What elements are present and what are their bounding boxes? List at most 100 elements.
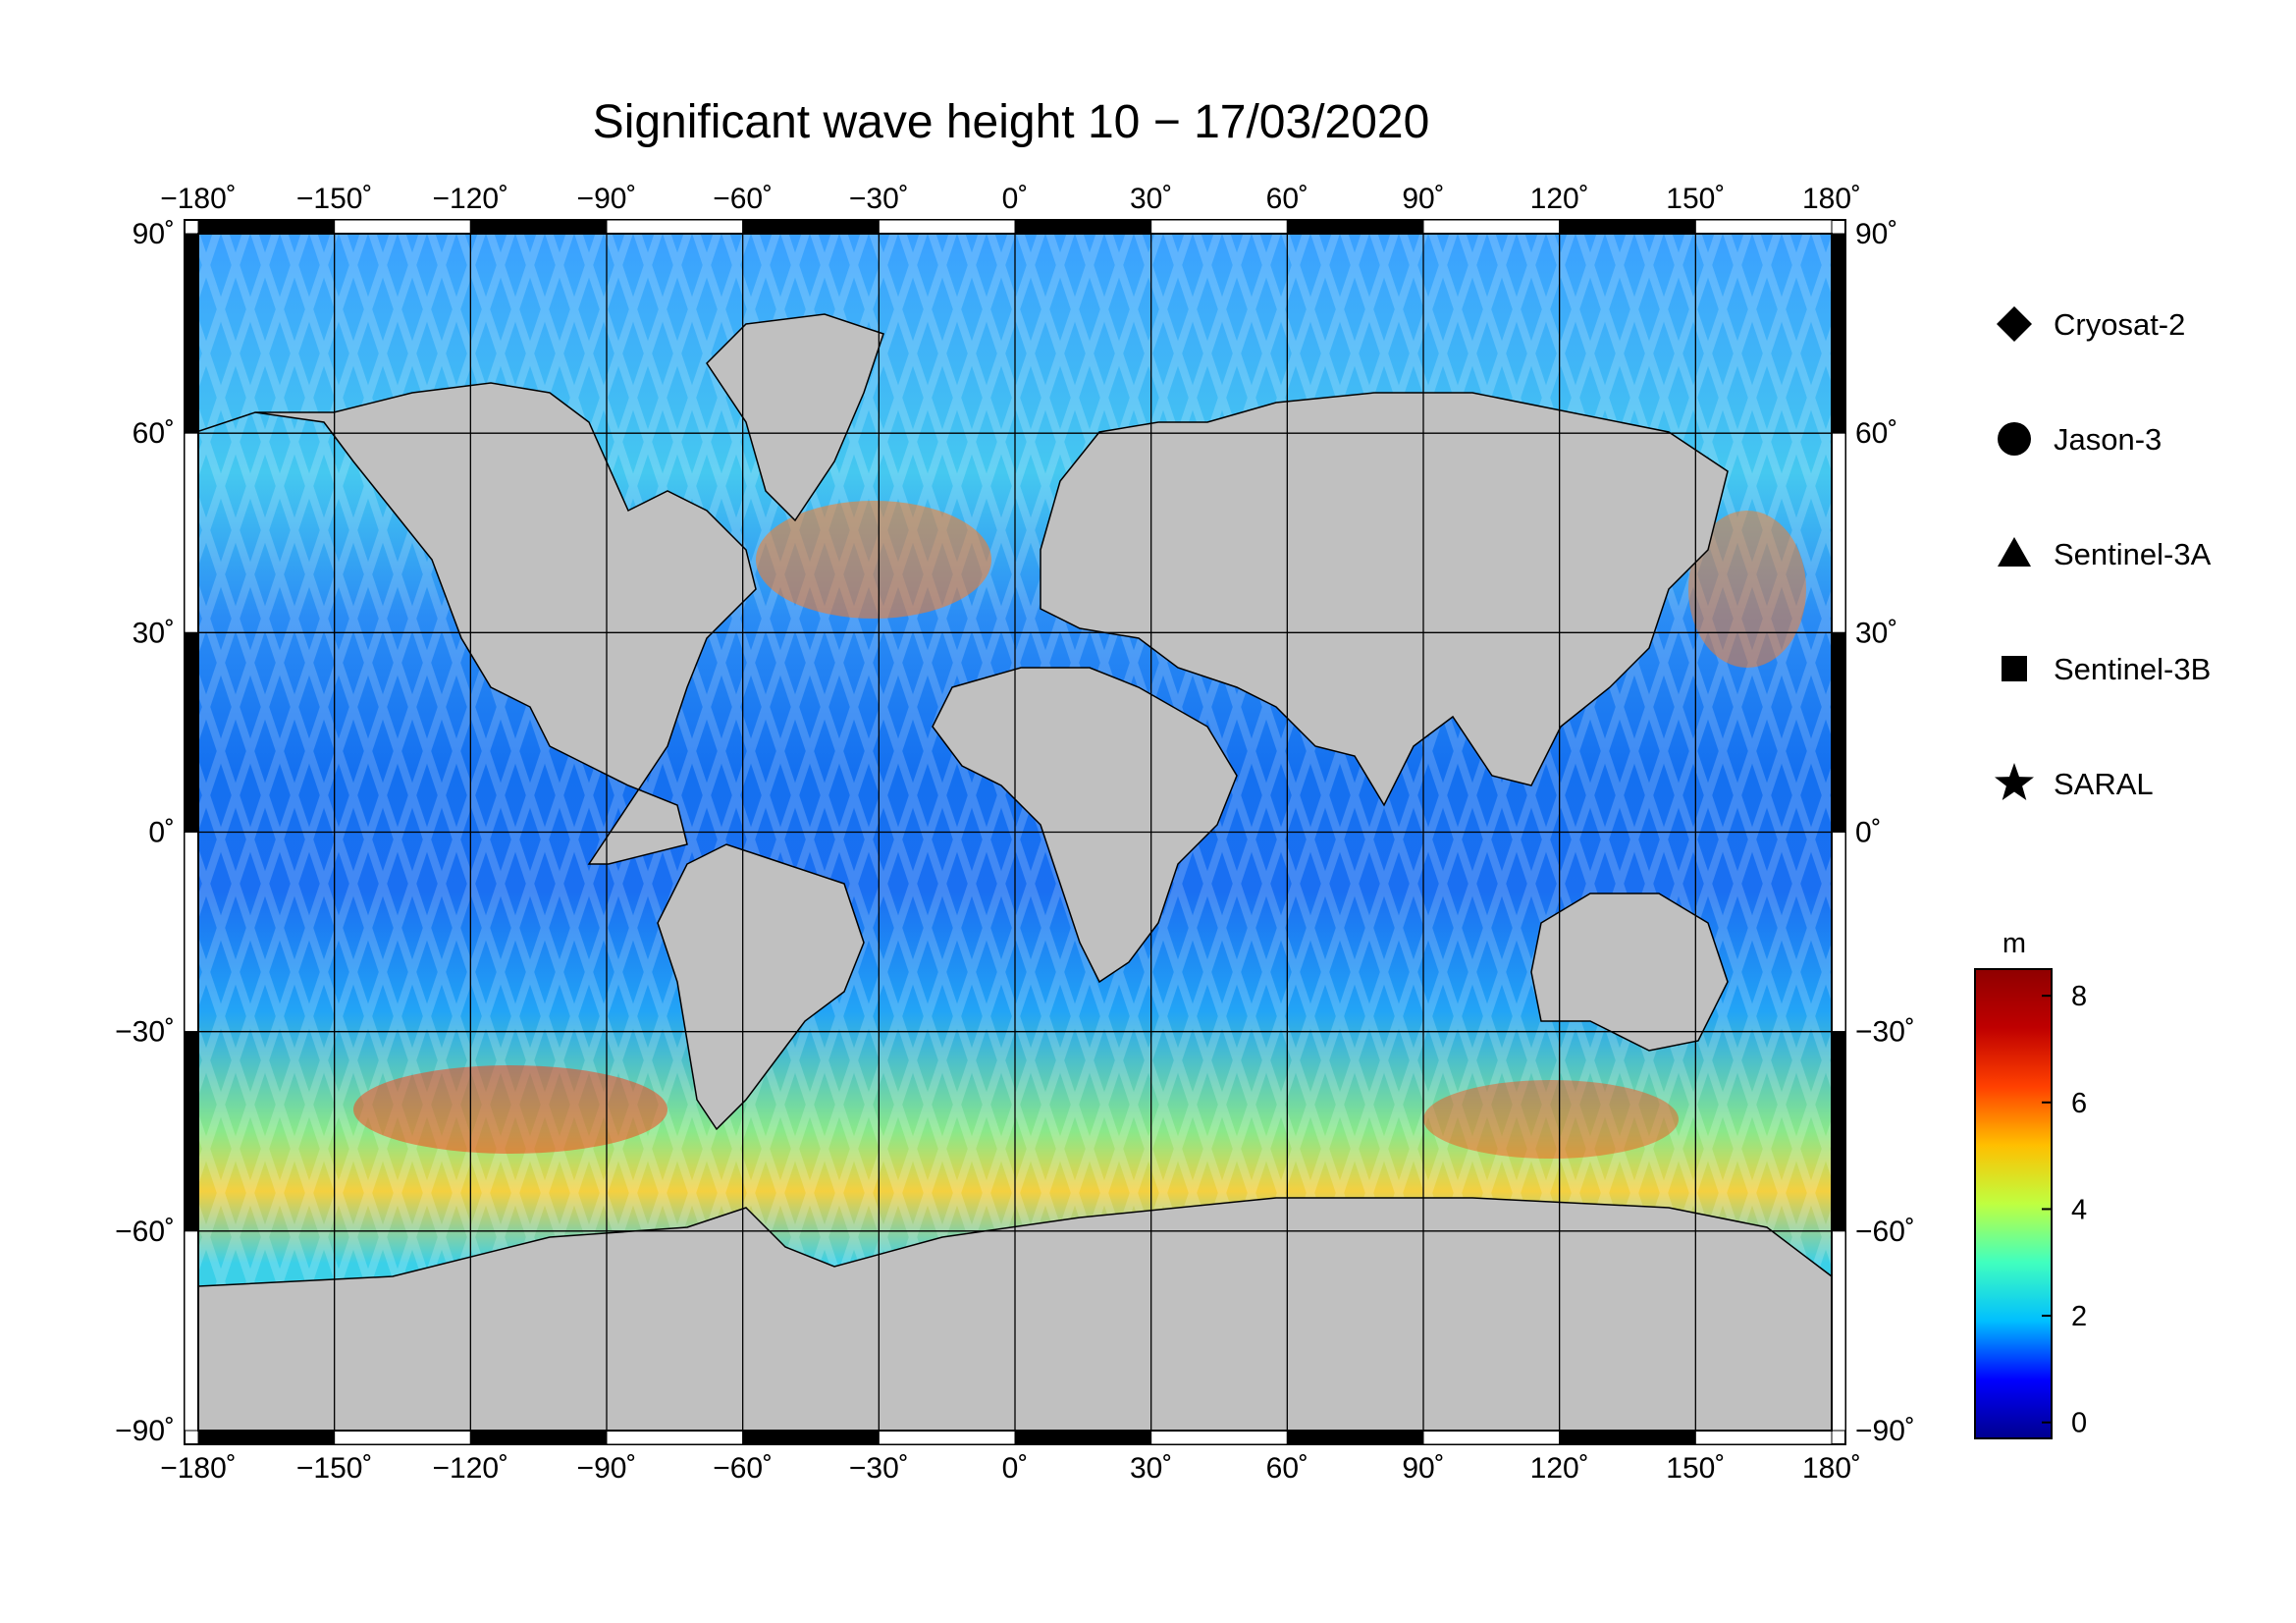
frame-segment-left — [184, 432, 199, 633]
latitude-tick-label: 30˚ — [1855, 617, 1897, 649]
frame-segment-bottom — [469, 1430, 608, 1445]
latitude-labels-left: 90˚ 60˚ 30˚ 0˚ −30˚ −60˚ −90˚ — [115, 218, 175, 1447]
frame-segment-left — [184, 832, 199, 1033]
longitude-tick-label: −180˚ — [160, 1452, 237, 1485]
frame-segment-top — [742, 219, 880, 235]
frame-segment-left — [184, 631, 199, 833]
circle-symbol-icon — [1998, 422, 2031, 456]
longitude-tick-label: 120˚ — [1530, 183, 1589, 215]
frame-segment-right — [1831, 432, 1846, 633]
colorbar-unit: m — [2002, 928, 2026, 959]
longitude-tick-label: −120˚ — [433, 183, 509, 215]
latitude-tick-label: 90˚ — [133, 218, 175, 250]
longitude-tick-label: 0˚ — [1002, 183, 1029, 215]
longitude-tick-label: −90˚ — [577, 1452, 637, 1485]
frame-segment-left — [184, 1230, 199, 1432]
latitude-tick-label: −30˚ — [1855, 1016, 1915, 1049]
latitude-tick-label: 90˚ — [1855, 218, 1897, 250]
diamond-symbol-icon — [1997, 306, 2032, 342]
australia-land — [1530, 893, 1729, 1052]
latitude-tick-label: 60˚ — [1855, 417, 1897, 450]
longitude-tick-label: 30˚ — [1130, 1452, 1172, 1485]
longitude-tick-label: −150˚ — [296, 183, 373, 215]
frame-segment-bottom — [878, 1430, 1016, 1445]
longitude-tick-label: −150˚ — [296, 1452, 373, 1485]
longitude-tick-label: 60˚ — [1266, 1452, 1308, 1485]
frame-segment-bottom — [1014, 1430, 1152, 1445]
colorbar-tick-label: 0 — [2071, 1408, 2087, 1439]
frame-segment-bottom — [1559, 1430, 1696, 1445]
frame-segment-bottom — [1286, 1430, 1424, 1445]
frame-segment-top — [1559, 219, 1696, 235]
latitude-tick-label: 0˚ — [148, 817, 175, 849]
chart-title: Significant wave height 10 − 17/03/2020 — [593, 96, 1430, 148]
longitude-tick-label: 120˚ — [1530, 1452, 1589, 1485]
longitude-tick-label: 60˚ — [1266, 183, 1308, 215]
africa-land — [932, 667, 1238, 984]
frame-segment-top — [606, 219, 744, 235]
longitude-tick-label: 0˚ — [1002, 1452, 1029, 1485]
square-symbol-icon — [2002, 656, 2027, 681]
longitude-tick-label: 30˚ — [1130, 183, 1172, 215]
frame-segment-top — [1694, 219, 1833, 235]
map-border — [197, 233, 1833, 1432]
longitude-tick-label: 180˚ — [1802, 1452, 1861, 1485]
latitude-tick-label: 0˚ — [1855, 817, 1882, 849]
frame-segment-left — [184, 1031, 199, 1232]
legend-label: Sentinel-3B — [2054, 652, 2211, 686]
frame-segment-bottom — [606, 1430, 744, 1445]
frame-segment-right — [1831, 832, 1846, 1033]
longitude-tick-label: −60˚ — [713, 1452, 773, 1485]
longitude-tick-label: −30˚ — [849, 183, 909, 215]
satellite-legend: Cryosat-2 Jason-3 Sentinel-3A Sentinel-3B SA… — [1995, 306, 2212, 801]
latitude-tick-label: 60˚ — [133, 417, 175, 450]
latitude-tick-label: 30˚ — [133, 617, 175, 649]
eurasia-land — [1040, 392, 1729, 807]
frame-segment-bottom — [197, 1430, 336, 1445]
frame-segment-right — [1831, 1031, 1846, 1232]
frame-segment-top — [1014, 219, 1152, 235]
frame-segment-bottom — [1422, 1430, 1561, 1445]
frame-segment-top — [878, 219, 1016, 235]
greenland-land — [706, 313, 884, 522]
frame-segment-right — [1831, 1230, 1846, 1432]
north-america-land — [198, 382, 757, 865]
frame-segment-left — [184, 233, 199, 434]
colorbar-ticks: 8 6 4 2 0 — [2042, 981, 2087, 1439]
southern-ocean-storm-area-east — [1423, 1080, 1679, 1159]
frame-segment-right — [1831, 631, 1846, 833]
legend-label: SARAL — [2054, 767, 2154, 801]
map-panel: −180˚ −150˚ −120˚ −90˚ −60˚ −30˚ 0˚ 30˚ 60˚ 90˚ 12… — [115, 183, 1915, 1485]
frame-segment-bottom — [1150, 1430, 1288, 1445]
colorbar: m 8 6 4 2 0 — [1974, 928, 2087, 1439]
colorbar-tick-label: 8 — [2071, 981, 2087, 1012]
frame-segment-top — [197, 219, 336, 235]
longitude-labels-bottom: −180˚ −150˚ −120˚ −90˚ −60˚ −30˚ 0˚ 30˚ 60˚ 90˚ 12… — [160, 1452, 1861, 1485]
frame-segment-bottom — [1694, 1430, 1833, 1445]
latitude-labels-right: 90˚ 60˚ 30˚ 0˚ −30˚ −60˚ −90˚ — [1855, 218, 1915, 1447]
triangle-symbol-icon — [1998, 537, 2031, 567]
longitude-tick-label: 180˚ — [1802, 183, 1861, 215]
latitude-tick-label: −60˚ — [1855, 1216, 1915, 1248]
frame-segment-top — [469, 219, 608, 235]
longitude-tick-label: −30˚ — [849, 1452, 909, 1485]
legend-item: Cryosat-2 — [1997, 306, 2185, 342]
longitude-tick-label: 90˚ — [1402, 183, 1444, 215]
legend-item: Sentinel-3A — [1998, 537, 2212, 571]
longitude-tick-label: −90˚ — [577, 183, 637, 215]
longitude-tick-label: −120˚ — [433, 1452, 509, 1485]
latitude-tick-label: −30˚ — [115, 1016, 175, 1049]
frame-segment-right — [1831, 233, 1846, 434]
latitude-tick-label: −60˚ — [115, 1216, 175, 1248]
latitude-tick-label: −90˚ — [115, 1415, 175, 1447]
longitude-tick-label: −180˚ — [160, 183, 237, 215]
frame-segment-bottom — [334, 1430, 471, 1445]
longitude-tick-label: −60˚ — [713, 183, 773, 215]
legend-item: Jason-3 — [1998, 422, 2162, 457]
legend-item: SARAL — [1995, 763, 2154, 801]
colorbar-tick-label: 6 — [2071, 1088, 2087, 1119]
frame-segment-top — [1286, 219, 1424, 235]
north-atlantic-storm-area — [756, 501, 991, 619]
north-pacific-storm-area — [1688, 511, 1806, 668]
